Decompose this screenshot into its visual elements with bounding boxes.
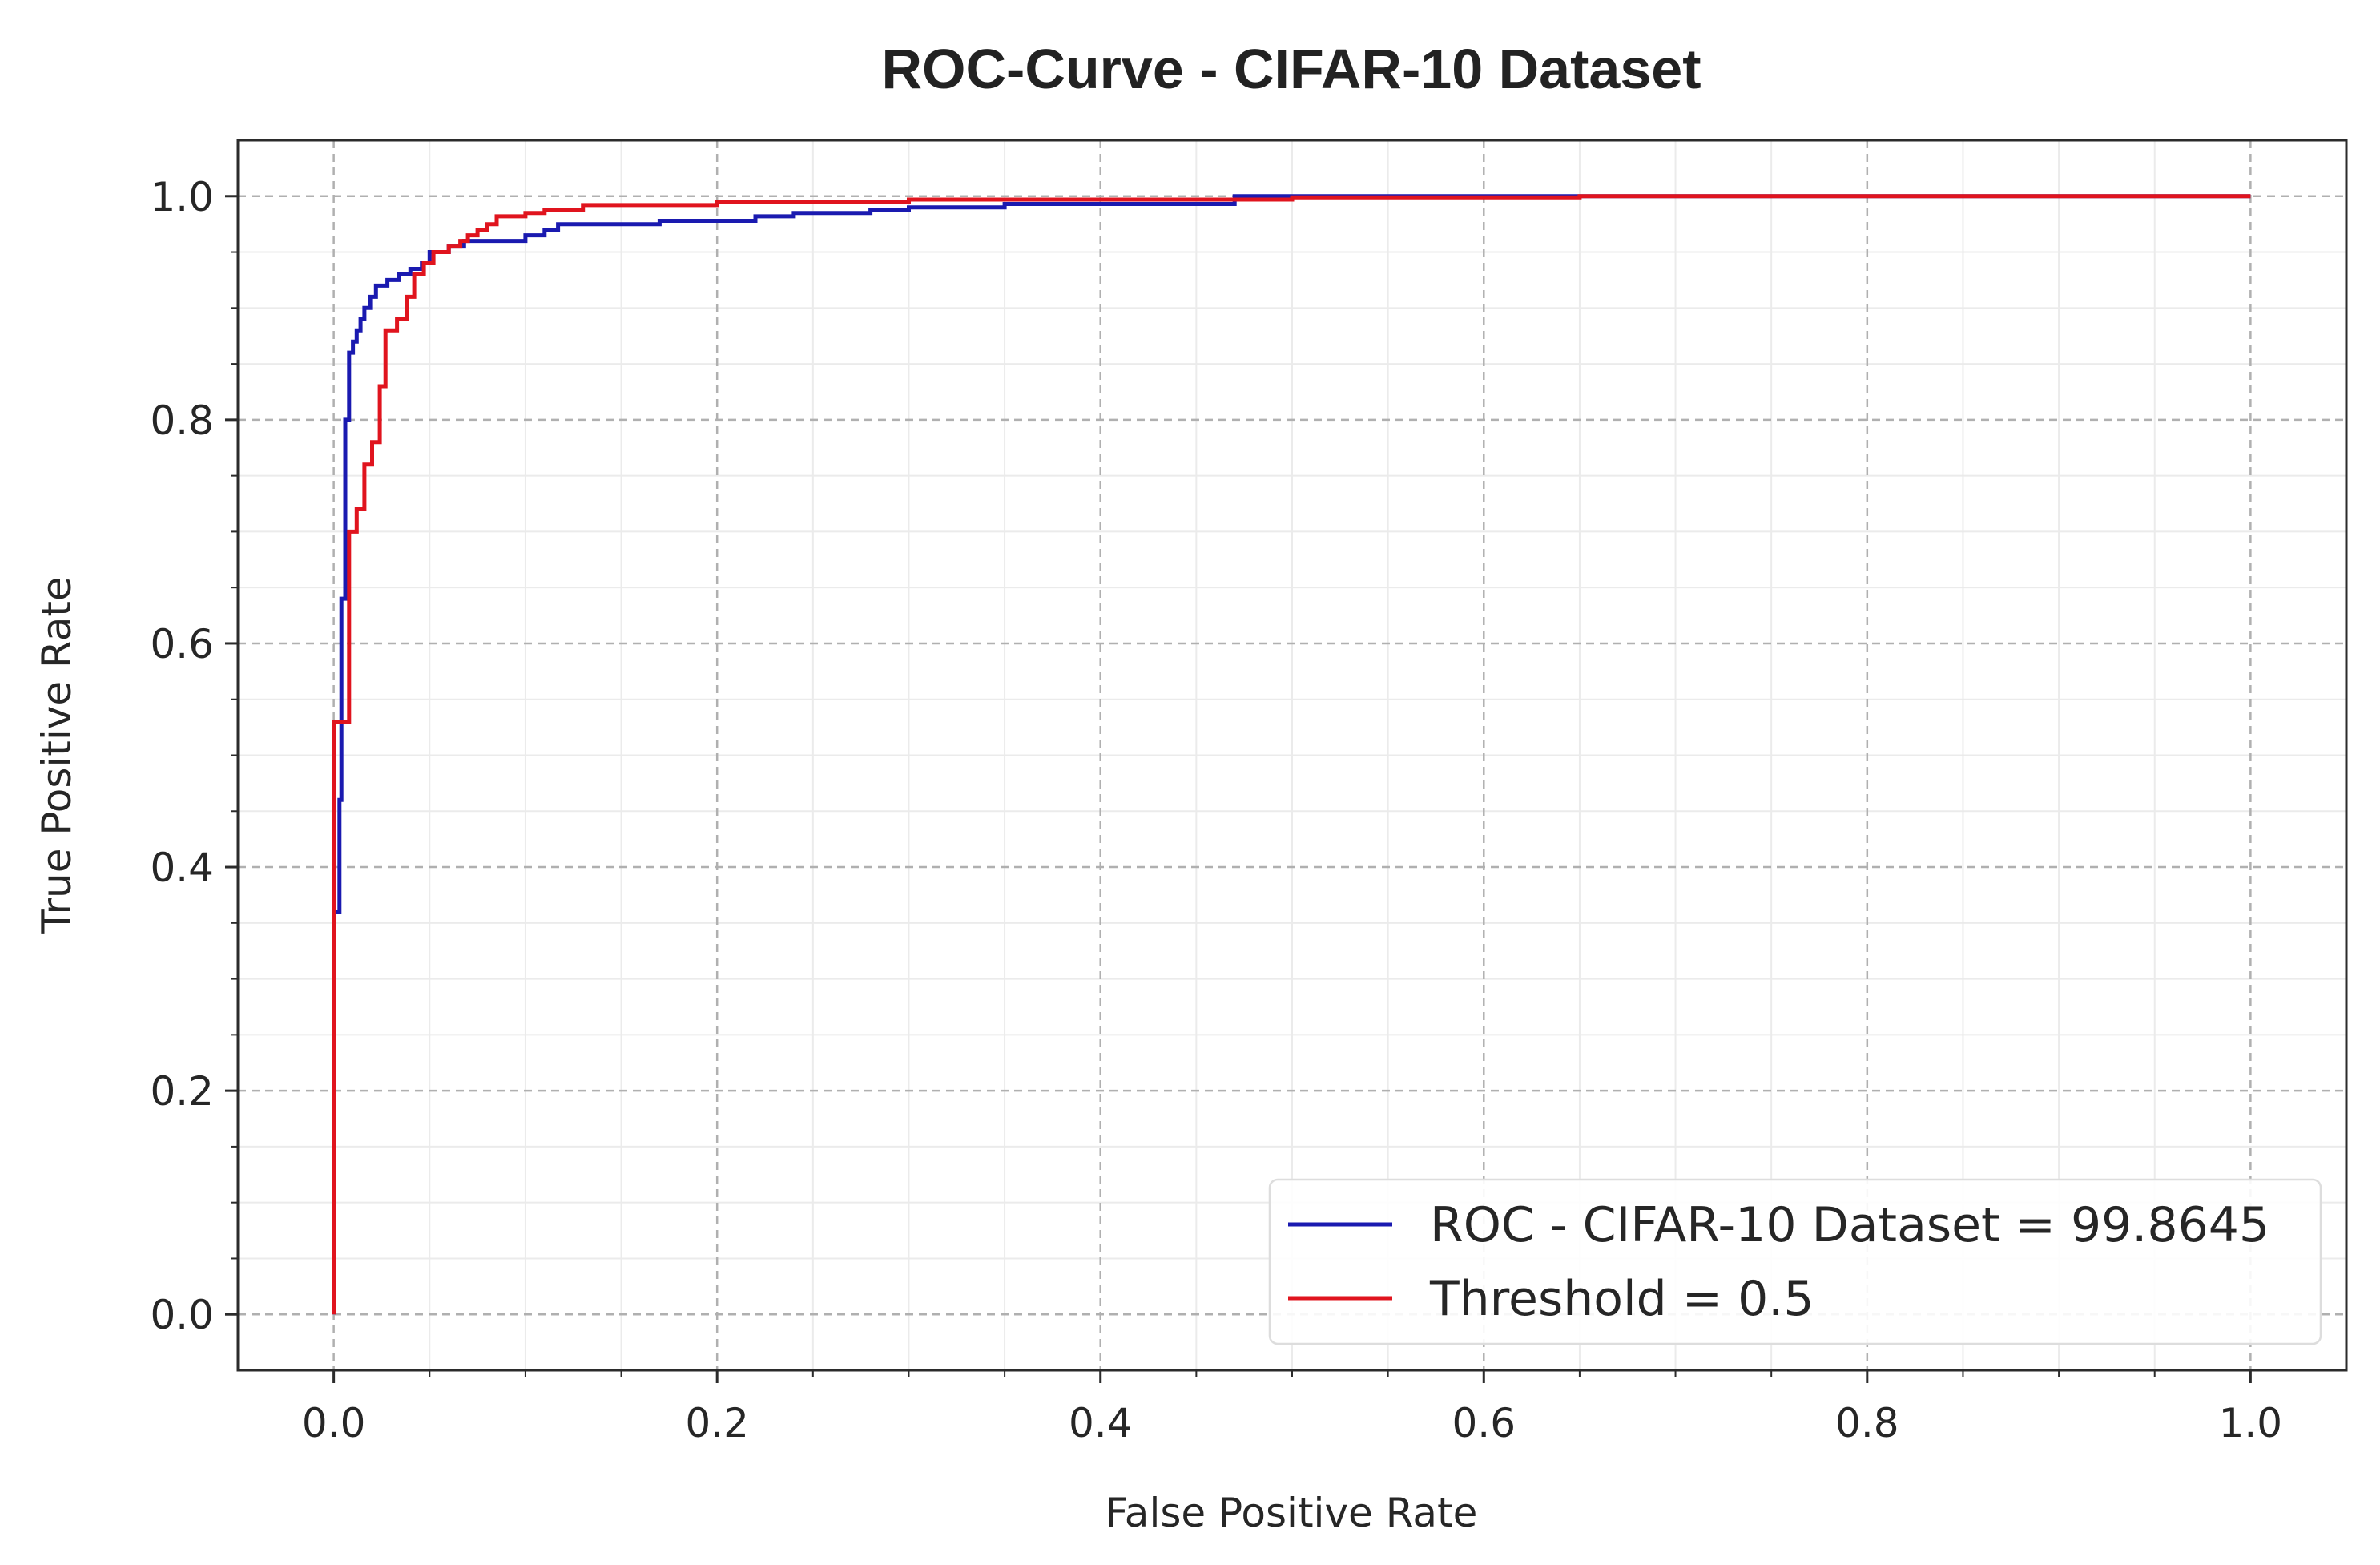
x-tick-labels: 0.0 0.2 0.4 0.6 0.8 1.0 (302, 1400, 2282, 1446)
legend-label-roc: ROC - CIFAR-10 Dataset = 99.8645 (1430, 1197, 2269, 1253)
y-tick-label: 0.4 (150, 845, 214, 891)
legend-label-threshold: Threshold = 0.5 (1429, 1271, 1814, 1327)
x-tick-label: 0.4 (1069, 1400, 1133, 1446)
y-tick-label: 0.6 (150, 621, 214, 668)
axis-ticks (225, 195, 2252, 1383)
threshold-line (332, 194, 2251, 1315)
y-tick-labels: 0.0 0.2 0.4 0.6 0.8 1.0 (150, 174, 214, 1338)
y-tick-label: 0.8 (150, 397, 214, 444)
x-tick-label: 1.0 (2219, 1400, 2283, 1446)
x-axis-label: False Positive Rate (1105, 1490, 1478, 1536)
y-tick-label: 0.2 (150, 1068, 214, 1115)
x-tick-label: 0.2 (685, 1400, 749, 1446)
x-tick-label: 0.8 (1835, 1400, 1899, 1446)
y-axis-label: True Positive Rate (34, 576, 80, 934)
minor-grid (238, 140, 2346, 1370)
chart-title: ROC-Curve - CIFAR-10 Dataset (882, 38, 1701, 100)
x-tick-label: 0.6 (1452, 1400, 1516, 1446)
series-lines (332, 194, 2251, 1315)
legend: ROC - CIFAR-10 Dataset = 99.8645 Thresho… (1268, 1178, 2322, 1345)
y-tick-label: 0.0 (150, 1292, 214, 1338)
y-tick-label: 1.0 (150, 174, 214, 220)
legend-box (1268, 1178, 2322, 1345)
x-tick-label: 0.0 (302, 1400, 366, 1446)
